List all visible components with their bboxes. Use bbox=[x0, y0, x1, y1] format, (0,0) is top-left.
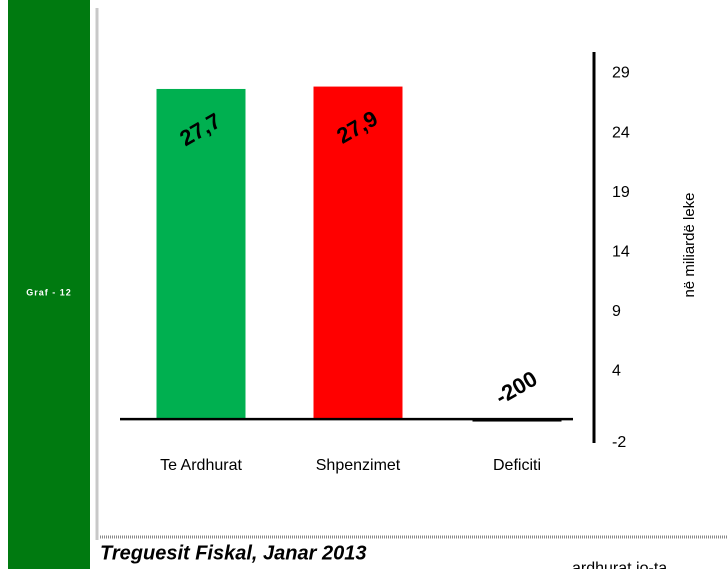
y-tick-label: 4 bbox=[612, 363, 621, 380]
x-tick-label: Deficiti bbox=[493, 457, 541, 474]
y-tick-label: 9 bbox=[612, 303, 621, 320]
y-tick-label: -2 bbox=[612, 434, 626, 451]
sidebar bbox=[8, 0, 90, 569]
y-tick-label: 14 bbox=[612, 243, 630, 260]
footer-snippet: ardhurat jo-ta bbox=[572, 560, 667, 569]
sidebar-label: Graf - 12 bbox=[26, 287, 72, 297]
y-tick-label: 29 bbox=[612, 65, 630, 82]
y-tick-label: 19 bbox=[612, 184, 630, 201]
value-label: -200 bbox=[491, 366, 542, 410]
x-tick-label: Te Ardhurat bbox=[160, 457, 242, 474]
bar bbox=[313, 86, 403, 420]
bar bbox=[156, 88, 246, 420]
footer-title: Treguesit Fiskal, Janar 2013 bbox=[100, 542, 366, 564]
y-tick-label: 24 bbox=[612, 124, 630, 141]
y-axis-label: në miliardë leke bbox=[681, 192, 698, 297]
x-tick-label: Shpenzimet bbox=[316, 457, 401, 474]
